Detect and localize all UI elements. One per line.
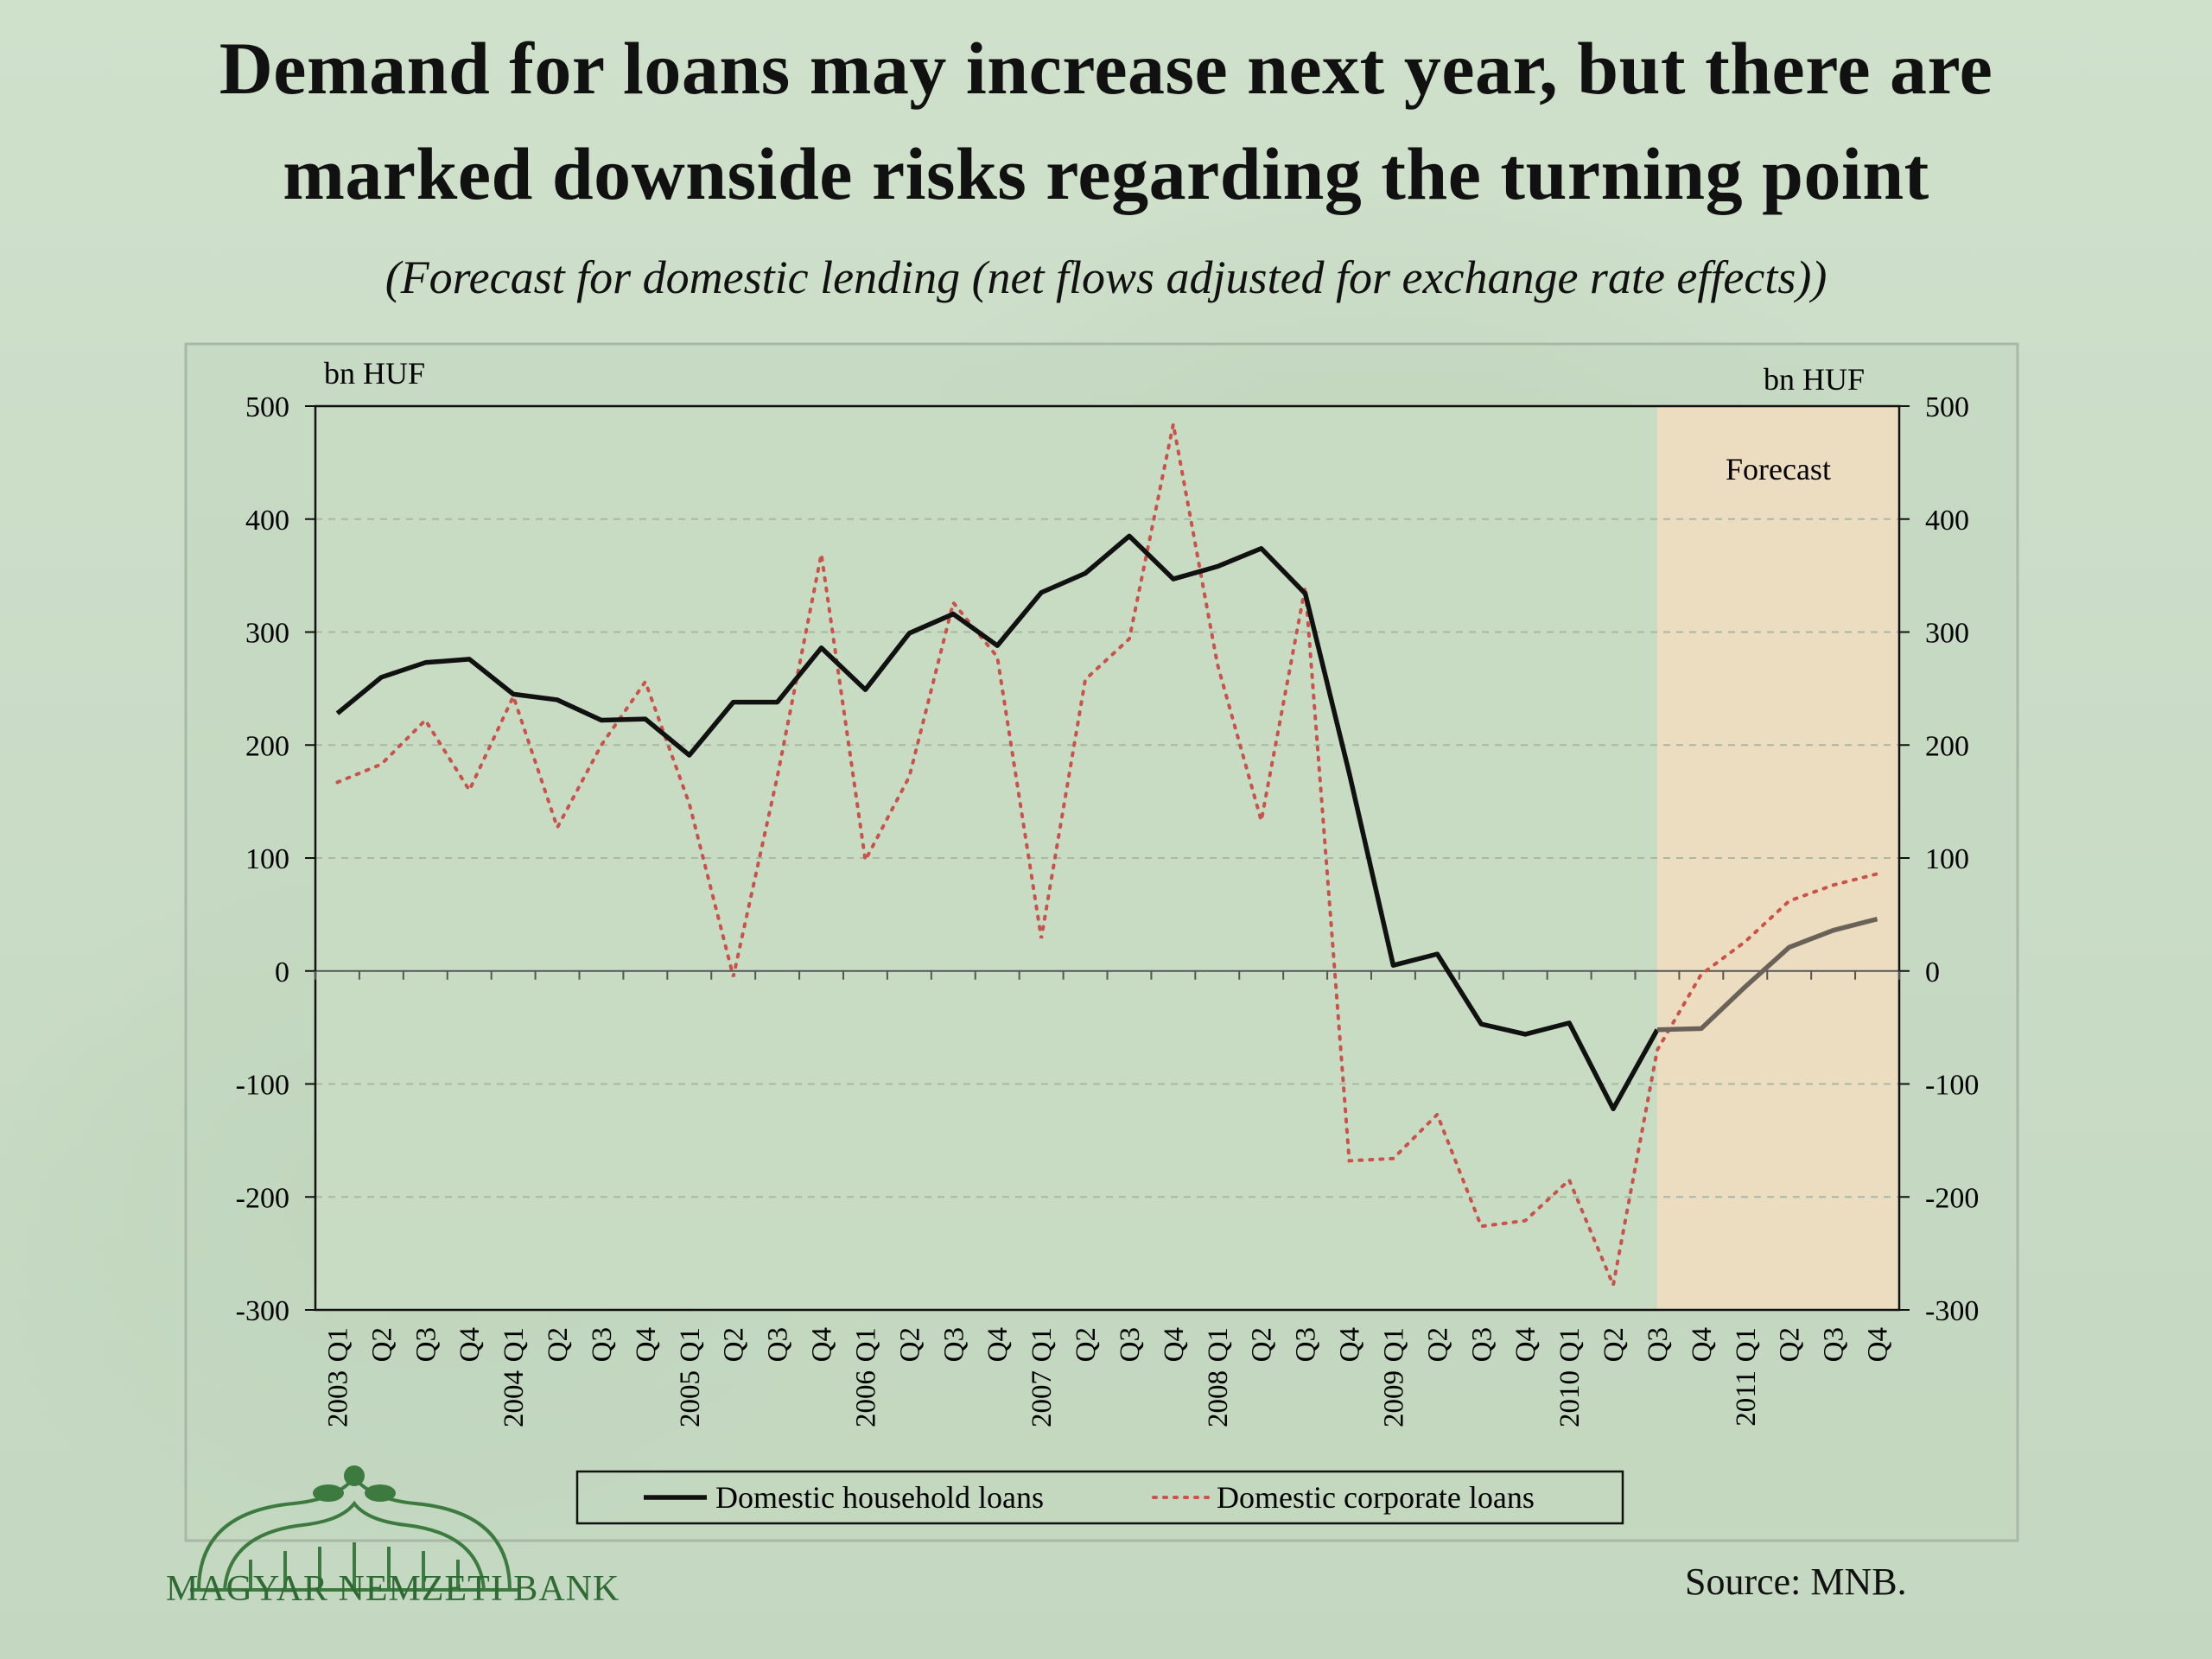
y-tick-label-right: 500: [1925, 391, 1969, 423]
x-tick-label-year: 2011: [1731, 1370, 1762, 1427]
x-tick-label-quarter: Q3: [1819, 1327, 1850, 1362]
y-tick-label-right: 400: [1925, 505, 1969, 537]
household-loans-line: [335, 533, 1660, 1112]
x-tick-label-quarter: Q3: [1643, 1327, 1674, 1362]
x-tick-label-year: 2009: [1378, 1370, 1409, 1427]
y-tick-label-right: 100: [1925, 843, 1969, 875]
bank-logo-text: MAGYAR NEMZETI BANK: [166, 1569, 620, 1609]
slide-title: Demand for loans may increase next year,…: [52, 16, 2160, 226]
x-tick-label-quarter: Q1: [1731, 1327, 1762, 1362]
x-tick-label-quarter: Q1: [1378, 1327, 1409, 1362]
right-y-axis: -300 -200 -100 0 100 200 300 400 500: [1899, 391, 1979, 1327]
forecast-label: Forecast: [1726, 452, 1831, 486]
mnb-crest-logo: [190, 1465, 518, 1592]
y-tick-label-left: -300: [236, 1295, 289, 1327]
x-tick-label-quarter: Q3: [410, 1327, 442, 1362]
x-tick-label-quarter: Q4: [454, 1327, 486, 1362]
y-tick-label-right: 0: [1925, 957, 1940, 988]
chart-subtitle: (Forecast for domestic lending (net flow…: [385, 251, 1827, 303]
x-tick-label-quarter: Q1: [322, 1327, 353, 1362]
y-tick-label-right: 200: [1925, 730, 1969, 762]
x-tick-label-quarter: Q4: [1863, 1327, 1894, 1362]
x-tick-label-year: 2006: [850, 1370, 881, 1427]
y-tick-label-left: 500: [245, 391, 289, 423]
x-tick-label-year: 2008: [1203, 1370, 1234, 1427]
y-tick-label-left: 0: [275, 957, 289, 988]
x-tick-label-quarter: Q2: [894, 1327, 925, 1362]
x-tick-label-quarter: Q2: [719, 1327, 750, 1362]
household-loans-forecast-line: [1656, 916, 1878, 1033]
left-axis-unit: bn HUF: [324, 356, 425, 391]
source-note: Source: MNB.: [1685, 1560, 1907, 1603]
series-lines: [335, 423, 1879, 1292]
x-tick-label-quarter: Q3: [587, 1327, 618, 1362]
x-tick-label-quarter: Q3: [1291, 1327, 1322, 1362]
x-tick-label-quarter: Q2: [1247, 1327, 1278, 1362]
x-tick-label-year: 2007: [1027, 1370, 1058, 1427]
y-tick-label-right: -300: [1925, 1295, 1979, 1327]
y-tick-label-left: 300: [245, 618, 289, 650]
y-tick-label-right: -100: [1925, 1070, 1979, 1102]
x-tick-label-quarter: Q4: [1510, 1327, 1541, 1362]
x-tick-label-quarter: Q2: [1422, 1327, 1453, 1362]
x-tick-label-year: 2003: [322, 1370, 353, 1427]
x-tick-label-quarter: Q4: [631, 1327, 662, 1362]
x-tick-label-quarter: Q1: [1203, 1327, 1234, 1362]
x-axis: Q1 Q2 Q3 Q4 Q1 Q2 Q3 Q4 Q1 Q2 Q3 Q4 Q1 Q2 Q3 Q4 Q1 Q2 Q3 Q4…: [315, 970, 1900, 1427]
y-tick-label-left: -100: [236, 1070, 289, 1102]
legend-household-label: Domestic household loans: [715, 1480, 1044, 1515]
x-tick-label-quarter: Q2: [1071, 1327, 1102, 1362]
x-tick-label-quarter: Q4: [982, 1327, 1014, 1362]
x-tick-label-quarter: Q1: [850, 1327, 881, 1362]
x-tick-label-quarter: Q1: [675, 1327, 706, 1362]
x-tick-label-quarter: Q2: [543, 1327, 574, 1362]
x-tick-label-quarter: Q3: [1115, 1327, 1146, 1362]
legend-corporate-label: Domestic corporate loans: [1217, 1480, 1535, 1515]
x-tick-label-year: 2005: [675, 1370, 706, 1427]
x-tick-label-quarter: Q4: [807, 1327, 838, 1362]
y-tick-label-left: 400: [245, 505, 289, 537]
x-tick-label-quarter: Q4: [1335, 1327, 1366, 1362]
y-tick-label-right: -200: [1925, 1182, 1979, 1214]
x-tick-label-quarter: Q1: [1554, 1327, 1586, 1362]
x-tick-label-quarter: Q1: [499, 1327, 530, 1362]
x-tick-label-quarter: Q4: [1687, 1327, 1718, 1362]
x-tick-label-year: 2010: [1554, 1370, 1586, 1427]
right-axis-unit: bn HUF: [1764, 362, 1865, 397]
title-line-1: Demand for loans may increase next year,…: [219, 27, 1993, 110]
y-tick-label-left: 200: [245, 730, 289, 762]
legend-box: [575, 1470, 1624, 1525]
x-tick-label-quarter: Q1: [1027, 1327, 1058, 1362]
x-tick-label-quarter: Q2: [1599, 1327, 1630, 1362]
gridlines: [315, 518, 1899, 1198]
x-tick-label-year: 2004: [499, 1370, 530, 1427]
x-tick-label-quarter: Q4: [1159, 1327, 1190, 1362]
y-tick-label-right: 300: [1925, 618, 1969, 650]
x-tick-label-quarter: Q2: [1775, 1327, 1806, 1362]
title-line-2: marked downside risks regarding the turn…: [283, 132, 1929, 215]
corporate-loans-line: [335, 423, 1879, 1292]
x-tick-label-quarter: Q2: [366, 1327, 397, 1362]
y-tick-label-left: -200: [236, 1182, 289, 1214]
x-tick-label-quarter: Q3: [1466, 1327, 1497, 1362]
x-tick-label-quarter: Q3: [763, 1327, 794, 1362]
chart-legend: Domestic household loans Domestic corpor…: [575, 1470, 1624, 1525]
x-tick-label-quarter: Q3: [938, 1327, 969, 1362]
left-y-axis: -300 -200 -100 0 100 200 300 400 500: [236, 391, 315, 1327]
y-tick-label-left: 100: [245, 843, 289, 875]
